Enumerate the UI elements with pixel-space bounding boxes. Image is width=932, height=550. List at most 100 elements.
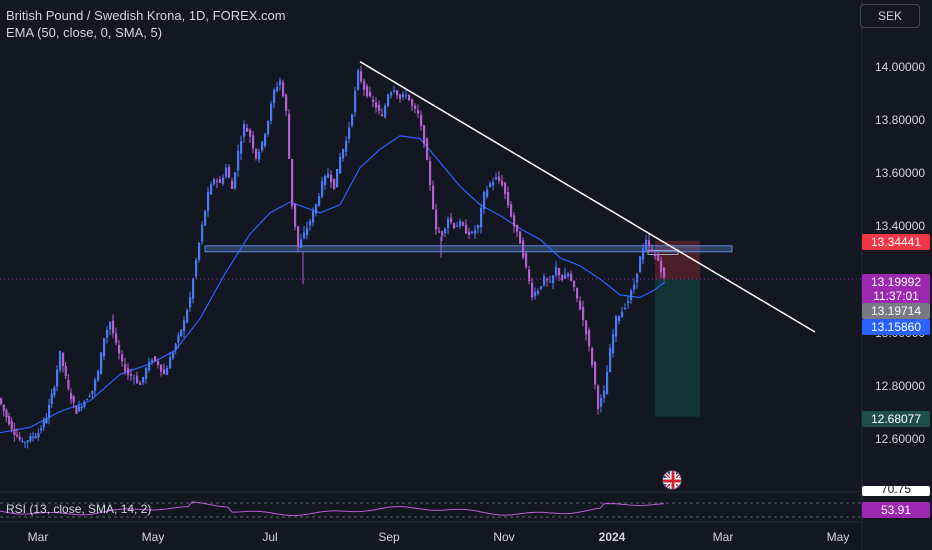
candle-body	[450, 217, 453, 222]
candle-body	[70, 392, 73, 400]
candle-body	[24, 442, 27, 444]
candle-body	[276, 86, 279, 92]
candle-body	[657, 254, 660, 261]
candle-body	[639, 256, 642, 273]
candle-body	[645, 239, 648, 251]
candle-body	[189, 296, 192, 308]
candle-body	[390, 92, 393, 96]
candle-body	[348, 127, 351, 139]
candle-body	[384, 105, 387, 118]
ema-indicator-label[interactable]: EMA (50, close, 0, SMA, 5)	[6, 25, 163, 40]
candle-body	[468, 231, 471, 235]
chart-title: British Pound / Swedish Krona, 1D, FOREX…	[6, 8, 286, 23]
ema-price-badge: 13.19714	[862, 303, 930, 319]
candle-body	[237, 150, 240, 171]
consolidation-box	[647, 250, 679, 255]
candle-body	[174, 344, 177, 351]
candle-body	[198, 242, 201, 261]
candle-body	[64, 365, 67, 376]
candle-body	[522, 240, 525, 258]
candle-body	[151, 360, 154, 363]
candle-body	[183, 320, 186, 332]
x-tick-label: May	[826, 530, 850, 544]
candle-body	[32, 436, 35, 438]
candle-body	[291, 158, 294, 206]
candle-body	[435, 209, 438, 230]
candle-body	[336, 169, 339, 188]
candle-body	[136, 376, 139, 383]
candle-body	[56, 369, 59, 387]
candle-body	[312, 211, 315, 223]
candle-body	[37, 433, 40, 437]
candle-body	[642, 248, 645, 260]
candle-body	[8, 415, 11, 425]
candle-body	[249, 129, 252, 137]
candle-body	[477, 224, 480, 229]
candle-body	[372, 99, 375, 102]
candle-body	[531, 282, 534, 298]
candle-body	[294, 203, 297, 227]
candle-body	[507, 191, 510, 206]
candle-body	[456, 225, 459, 227]
candle-body	[324, 175, 327, 185]
candle-body	[231, 180, 234, 189]
candle-body	[13, 429, 16, 436]
candle-body	[396, 90, 399, 96]
rsi-indicator-label[interactable]: RSI (13, close, SMA, 14, 2)	[6, 502, 152, 516]
candle-body	[636, 273, 639, 283]
x-tick-label: Mar	[712, 530, 734, 544]
candle-body	[537, 290, 540, 294]
candle-body	[252, 135, 255, 149]
candle-body	[327, 173, 330, 178]
candle-body	[492, 182, 495, 186]
candle-body	[297, 226, 300, 247]
candle-body	[498, 176, 501, 181]
candle-body	[163, 369, 166, 375]
candle-body	[29, 435, 32, 442]
candle-body	[133, 377, 136, 379]
candle-body	[333, 178, 336, 189]
candle-body	[16, 434, 19, 437]
candle-body	[570, 273, 573, 281]
uk-flag-icon[interactable]	[662, 470, 682, 490]
candle-body	[45, 418, 48, 424]
candle-body	[97, 371, 100, 380]
candle-body	[0, 398, 3, 405]
candle-body	[351, 114, 354, 126]
candle-body	[255, 149, 258, 159]
candle-body	[483, 191, 486, 210]
candle-body	[363, 80, 366, 90]
candle-body	[172, 352, 175, 359]
candle-body	[414, 105, 417, 109]
candle-body	[270, 103, 273, 121]
candle-body	[513, 215, 516, 227]
candle-body	[621, 311, 624, 318]
candle-body	[402, 93, 405, 97]
candle-body	[540, 286, 543, 289]
candle-body	[444, 228, 447, 234]
take-profit-zone	[655, 279, 700, 417]
candle-body	[112, 320, 115, 334]
candle-body	[142, 376, 145, 383]
candle-body	[78, 406, 81, 412]
candle-body	[405, 95, 408, 97]
candle-body	[246, 127, 249, 132]
candle-body	[279, 80, 282, 85]
candle-body	[432, 185, 435, 209]
candle-body	[40, 428, 43, 431]
currency-button[interactable]: SEK	[860, 4, 920, 28]
candle-body	[585, 320, 588, 335]
candle-body	[399, 94, 402, 99]
candle-body	[582, 306, 585, 321]
candle-body	[579, 300, 582, 310]
candle-body	[26, 440, 29, 443]
candle-body	[216, 180, 219, 182]
candle-body	[157, 361, 160, 366]
candle-body	[453, 223, 456, 228]
candle-body	[145, 368, 148, 379]
candle-body	[660, 260, 663, 273]
candle-body	[447, 219, 450, 229]
candle-body	[282, 82, 285, 97]
candle-body	[573, 280, 576, 288]
